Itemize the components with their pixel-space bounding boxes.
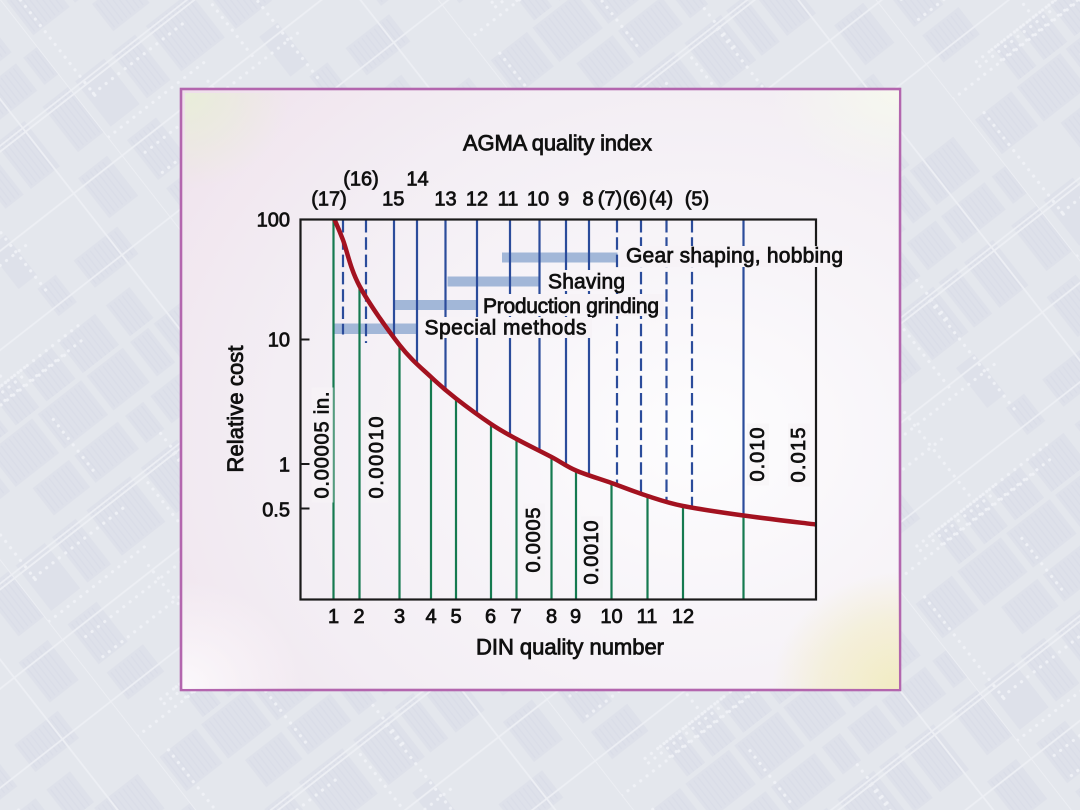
svg-text:10: 10: [527, 189, 549, 211]
svg-text:(17): (17): [311, 189, 347, 211]
svg-text:6: 6: [485, 606, 496, 628]
svg-text:100: 100: [257, 210, 290, 232]
svg-text:15: 15: [382, 189, 404, 211]
svg-text:11: 11: [498, 189, 519, 211]
svg-text:(16): (16): [343, 169, 379, 191]
svg-text:0.00010: 0.00010: [366, 417, 388, 499]
svg-text:12: 12: [672, 606, 694, 628]
svg-text:Production grinding: Production grinding: [483, 295, 659, 318]
svg-text:7: 7: [510, 606, 521, 628]
svg-text:10: 10: [268, 330, 290, 352]
svg-text:1: 1: [328, 606, 339, 628]
svg-text:(5): (5): [685, 189, 709, 211]
svg-text:0.5: 0.5: [262, 499, 290, 521]
svg-text:0.00005 in.: 0.00005 in.: [311, 392, 333, 499]
svg-text:DIN quality number: DIN quality number: [476, 635, 664, 660]
svg-text:0.0010: 0.0010: [581, 521, 603, 585]
svg-text:(7): (7): [598, 189, 622, 211]
svg-text:Relative cost: Relative cost: [223, 346, 248, 473]
svg-text:3: 3: [394, 606, 405, 628]
svg-text:(6): (6): [623, 189, 647, 211]
svg-text:9: 9: [558, 189, 569, 211]
svg-text:11: 11: [637, 606, 658, 628]
svg-text:13: 13: [434, 189, 456, 211]
svg-text:8: 8: [546, 606, 557, 628]
svg-text:AGMA quality index: AGMA quality index: [463, 131, 652, 156]
svg-text:0.0005: 0.0005: [523, 508, 545, 573]
svg-text:2: 2: [353, 606, 364, 628]
svg-text:5: 5: [450, 606, 461, 628]
svg-text:1: 1: [279, 454, 290, 476]
svg-text:Special methods: Special methods: [425, 317, 587, 340]
svg-text:4: 4: [425, 606, 436, 628]
svg-text:Shaving: Shaving: [548, 271, 625, 294]
svg-text:(4): (4): [649, 189, 673, 211]
svg-text:14: 14: [406, 169, 428, 191]
svg-text:0.015: 0.015: [788, 428, 810, 483]
svg-text:0.010: 0.010: [747, 428, 769, 482]
svg-text:Gear shaping, hobbing: Gear shaping, hobbing: [626, 245, 843, 268]
svg-text:8: 8: [582, 189, 593, 211]
svg-text:12: 12: [466, 189, 488, 211]
svg-text:9: 9: [570, 606, 581, 628]
svg-text:10: 10: [600, 606, 622, 628]
